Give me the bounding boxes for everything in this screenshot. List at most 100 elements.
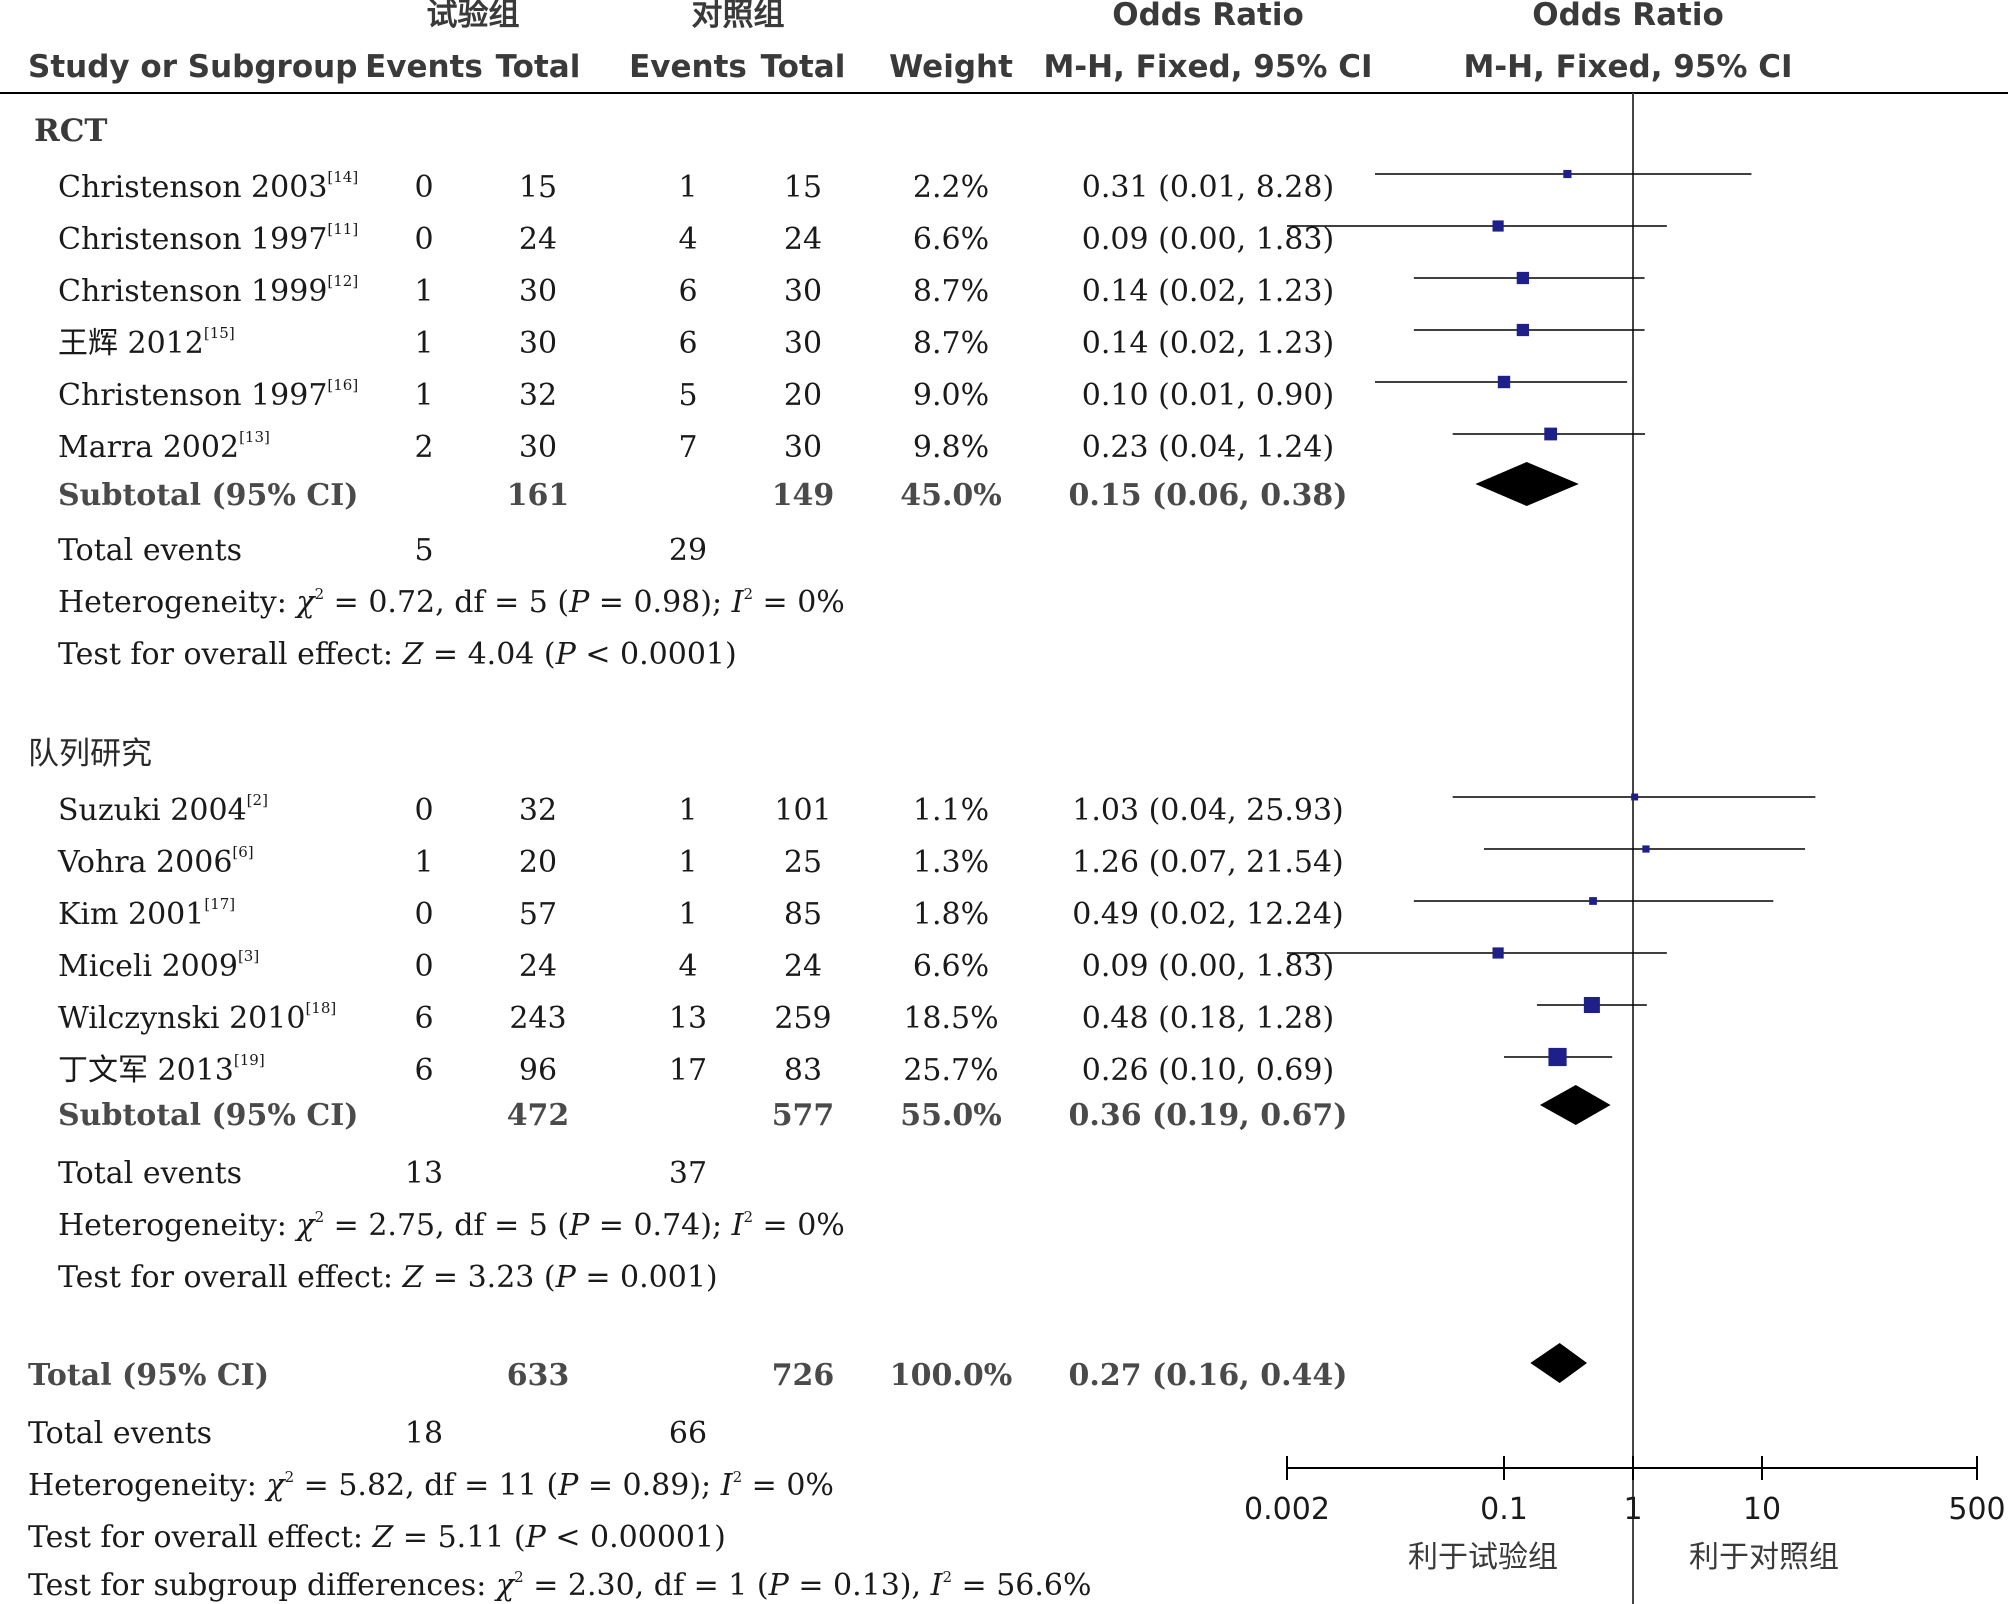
study-weight: 1.8% [913,897,989,932]
total-events-exp: 5 [414,533,433,568]
total-events-label: Total events [58,1156,242,1191]
svg-text:王辉 2012[15]: 王辉 2012[15] [58,324,235,361]
subtotal-weight: 55.0% [900,1098,1002,1133]
header-method-text: M-H, Fixed, 95% CI [1043,49,1372,85]
svg-text:Suzuki 2004[2]: Suzuki 2004[2] [58,791,268,828]
subgroup-title-cohort: 队列研究 [28,736,152,772]
study-ref: [13] [239,428,270,446]
header-group-exp: 试验组 [427,0,520,33]
subtotal-ci-text: 0.15 (0.06, 0.38) [1069,478,1348,513]
study-weight: 9.0% [913,378,989,413]
study-total-exp: 57 [519,897,557,932]
study-total-ctrl: 25 [784,845,822,880]
point-estimate-marker [1492,220,1504,232]
study-name: Kim 2001 [58,897,204,932]
favours-right-label: 利于对照组 [1689,1540,1839,1575]
study-events-ctrl: 1 [678,170,697,205]
study-ci-text: 0.26 (0.10, 0.69) [1082,1053,1334,1088]
pooled-diamond [1530,1343,1588,1383]
study-events-exp: 0 [414,793,433,828]
study-total-ctrl: 259 [774,1001,831,1036]
x-axis-tick-label: 10 [1743,1492,1781,1527]
subtotal-weight: 45.0% [900,478,1002,513]
study-weight: 18.5% [903,1001,998,1036]
total-weight: 100.0% [890,1358,1012,1393]
study-ref: [18] [305,999,336,1017]
study-events-exp: 2 [414,430,433,465]
study-weight: 25.7% [903,1053,998,1088]
study-total-ctrl: 30 [784,274,822,309]
study-events-ctrl: 4 [678,949,697,984]
total-row: Total (95% CI) 633 726 100.0% 0.27 (0.16… [28,1358,1347,1393]
study-total-exp: 32 [519,793,557,828]
study-events-exp: 0 [414,897,433,932]
study-row: 丁文军 2013[19] 6 96 17 83 25.7% 0.26 (0.10… [58,1051,1334,1088]
overall-total-events-row: Total events 18 66 [28,1416,707,1451]
study-row: Christenson 2003[14] 0 15 1 15 2.2% 0.31… [58,168,1334,205]
study-name: Wilczynski 2010 [58,1001,305,1036]
study-ref: [11] [327,220,358,238]
total-events-row: Total events 5 29 [58,533,707,568]
header-group-ctrl: 对照组 [692,0,785,33]
x-axis-tick-label: 1 [1623,1492,1642,1527]
study-row: Suzuki 2004[2] 0 32 1 101 1.1% 1.03 (0.0… [58,791,1344,828]
study-weight: 9.8% [913,430,989,465]
subtotal-total-exp: 472 [507,1098,570,1133]
study-ci-text: 0.09 (0.00, 1.83) [1082,222,1334,257]
total-events-exp: 13 [405,1156,443,1191]
point-estimate-marker [1492,947,1504,959]
study-events-exp: 1 [414,274,433,309]
point-estimate-marker [1631,793,1639,801]
study-ref: [2] [247,791,268,809]
total-events-ctrl: 37 [669,1156,707,1191]
study-events-exp: 1 [414,326,433,361]
study-ref: [16] [327,376,358,394]
study-row: Miceli 2009[3] 0 24 4 24 6.6% 0.09 (0.00… [58,947,1334,984]
point-estimate-marker [1497,375,1511,389]
heterogeneity-text: Heterogeneity: χ2 = 2.75, df = 5 (P = 0.… [58,1208,845,1243]
x-axis-ticks: 0.002 0.1 1 10 500 [1244,1456,2006,1527]
subtotal-total-ctrl: 149 [772,478,835,513]
study-ref: [14] [327,168,358,186]
header-study: Study or Subgroup [28,49,357,85]
subtotal-total-ctrl: 577 [772,1098,835,1133]
study-total-ctrl: 24 [784,949,822,984]
point-estimate-marker [1548,1047,1567,1067]
svg-text:丁文军 2013[19]: 丁文军 2013[19] [58,1051,265,1088]
study-name: Marra 2002 [58,430,239,465]
point-estimate-marker [1589,897,1597,905]
study-ci-text: 0.10 (0.01, 0.90) [1082,378,1334,413]
total-total-ctrl: 726 [772,1358,835,1393]
svg-text:Vohra 2006[6]: Vohra 2006[6] [57,843,254,880]
svg-text:Christenson 1999[12]: Christenson 1999[12] [58,272,358,309]
x-axis-tick-label: 0.1 [1480,1492,1528,1527]
study-total-exp: 96 [519,1053,557,1088]
study-ref: [15] [204,324,235,342]
study-name: Christenson 2003 [58,170,327,205]
study-row: Christenson 1997[16] 1 32 5 20 9.0% 0.10… [58,376,1334,413]
study-row: Wilczynski 2010[18] 6 243 13 259 18.5% 0… [58,999,1334,1036]
overall-effect-total-text: Test for overall effect: Z = 5.11 (P < 0… [28,1520,726,1555]
study-events-ctrl: 6 [678,274,697,309]
total-events-ctrl: 29 [669,533,707,568]
study-name: Christenson 1997 [58,222,327,257]
study-total-ctrl: 30 [784,326,822,361]
svg-text:Marra 2002[13]: Marra 2002[13] [58,428,270,465]
study-events-ctrl: 1 [678,793,697,828]
study-ci-text: 1.26 (0.07, 21.54) [1072,845,1344,880]
study-row: Christenson 1999[12] 1 30 6 30 8.7% 0.14… [58,272,1334,309]
header-events-ctrl: Events [629,49,747,85]
study-ci-text: 0.14 (0.02, 1.23) [1082,274,1334,309]
study-total-ctrl: 24 [784,222,822,257]
header-weight: Weight [889,49,1013,85]
subtotal-row: Subtotal (95% CI) 161 149 45.0% 0.15 (0.… [58,478,1347,513]
total-events-label: Total events [28,1416,212,1451]
study-row: Vohra 2006[6] 1 20 1 25 1.3% 1.26 (0.07,… [57,843,1344,880]
study-total-exp: 30 [519,274,557,309]
study-events-ctrl: 6 [678,326,697,361]
study-weight: 6.6% [913,222,989,257]
svg-text:Christenson 2003[14]: Christenson 2003[14] [58,168,358,205]
study-row: 王辉 2012[15] 1 30 6 30 8.7% 0.14 (0.02, 1… [58,324,1334,361]
study-events-exp: 0 [414,170,433,205]
